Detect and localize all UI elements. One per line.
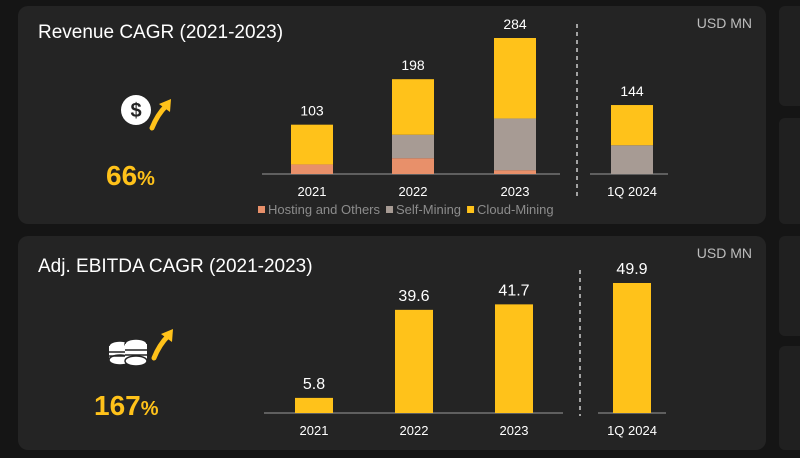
data-label-2023: 284 — [503, 16, 527, 32]
data-label-2022: 198 — [401, 57, 425, 73]
x-tick-label-1q-2024: 1Q 2024 — [607, 423, 657, 438]
bar-self-mining-2022 — [392, 134, 434, 159]
legend-label-self-mining: Self-Mining — [396, 202, 461, 217]
data-label-2022: 39.6 — [398, 288, 429, 305]
bar-hosting-and-others-2023 — [494, 170, 536, 174]
coins-growth-icon — [108, 329, 173, 367]
bar-cloud-mining-2021 — [291, 124, 333, 165]
x-tick-label-2023: 2023 — [501, 184, 530, 199]
ebitda-cagr: 167% — [94, 390, 159, 422]
bar-cloud-mining-2023 — [494, 38, 536, 119]
revenue-cagr-suffix: % — [137, 168, 155, 190]
bar-hosting-and-others-2021 — [291, 164, 333, 174]
ebitda-unit: USD MN — [696, 245, 752, 261]
legend-swatch-hosting-and-others — [258, 206, 265, 213]
revenue-title: Revenue CAGR (2021-2023) — [38, 22, 284, 43]
ebitda-title: Adj. EBITDA CAGR (2021-2023) — [38, 256, 313, 277]
bar-2023 — [495, 304, 533, 413]
ebitda-panel: Adj. EBITDA CAGR (2021-2023) USD MN 167%… — [18, 236, 766, 450]
x-tick-label-2022: 2022 — [399, 184, 428, 199]
bar-1q-2024 — [613, 283, 651, 413]
svg-text:$: $ — [130, 100, 141, 122]
data-label-2021: 5.8 — [303, 376, 325, 393]
x-tick-label-1q-2024: 1Q 2024 — [607, 184, 657, 199]
x-tick-label-2021: 2021 — [300, 423, 329, 438]
side-card — [779, 236, 800, 336]
bar-2022 — [395, 309, 433, 413]
legend-label-hosting-and-others: Hosting and Others — [268, 202, 381, 217]
bar-self-mining-2023 — [494, 118, 536, 171]
data-label-2021: 103 — [300, 103, 324, 119]
dollar-growth-icon: $ — [121, 95, 171, 131]
bar-2021 — [295, 397, 333, 413]
x-tick-label-2022: 2022 — [400, 423, 429, 438]
bar-self-mining-1q-2024 — [611, 145, 653, 174]
revenue-panel: Revenue CAGR (2021-2023) USD MN $ 66% 10… — [18, 6, 766, 224]
legend-label-cloud-mining: Cloud-Mining — [477, 202, 554, 217]
revenue-cagr: 66% — [106, 160, 155, 192]
side-card — [779, 6, 800, 106]
x-tick-label-2023: 2023 — [500, 423, 529, 438]
side-card — [779, 346, 800, 450]
ebitda-cagr-suffix: % — [140, 398, 159, 420]
legend-swatch-cloud-mining — [467, 206, 475, 213]
data-label-1q-2024: 144 — [620, 83, 644, 99]
bar-hosting-and-others-2022 — [392, 158, 434, 174]
legend-swatch-self-mining — [386, 206, 394, 213]
ebitda-chart: 5.8 2021 39.6 2022 41.7 2023 49.9 1Q 2024 — [264, 261, 666, 438]
bar-cloud-mining-2022 — [392, 79, 434, 135]
data-label-1q-2024: 49.9 — [616, 261, 647, 278]
revenue-chart: 103 2021 198 2022 284 2023 144 1Q 2024 Hosting a… — [258, 16, 668, 217]
side-card — [779, 118, 800, 224]
bar-cloud-mining-1q-2024 — [611, 105, 653, 146]
data-label-2023: 41.7 — [498, 282, 529, 299]
revenue-unit: USD MN — [696, 15, 752, 31]
x-tick-label-2021: 2021 — [298, 184, 327, 199]
ebitda-cagr-value: 167 — [94, 390, 141, 421]
revenue-cagr-value: 66 — [106, 160, 138, 191]
